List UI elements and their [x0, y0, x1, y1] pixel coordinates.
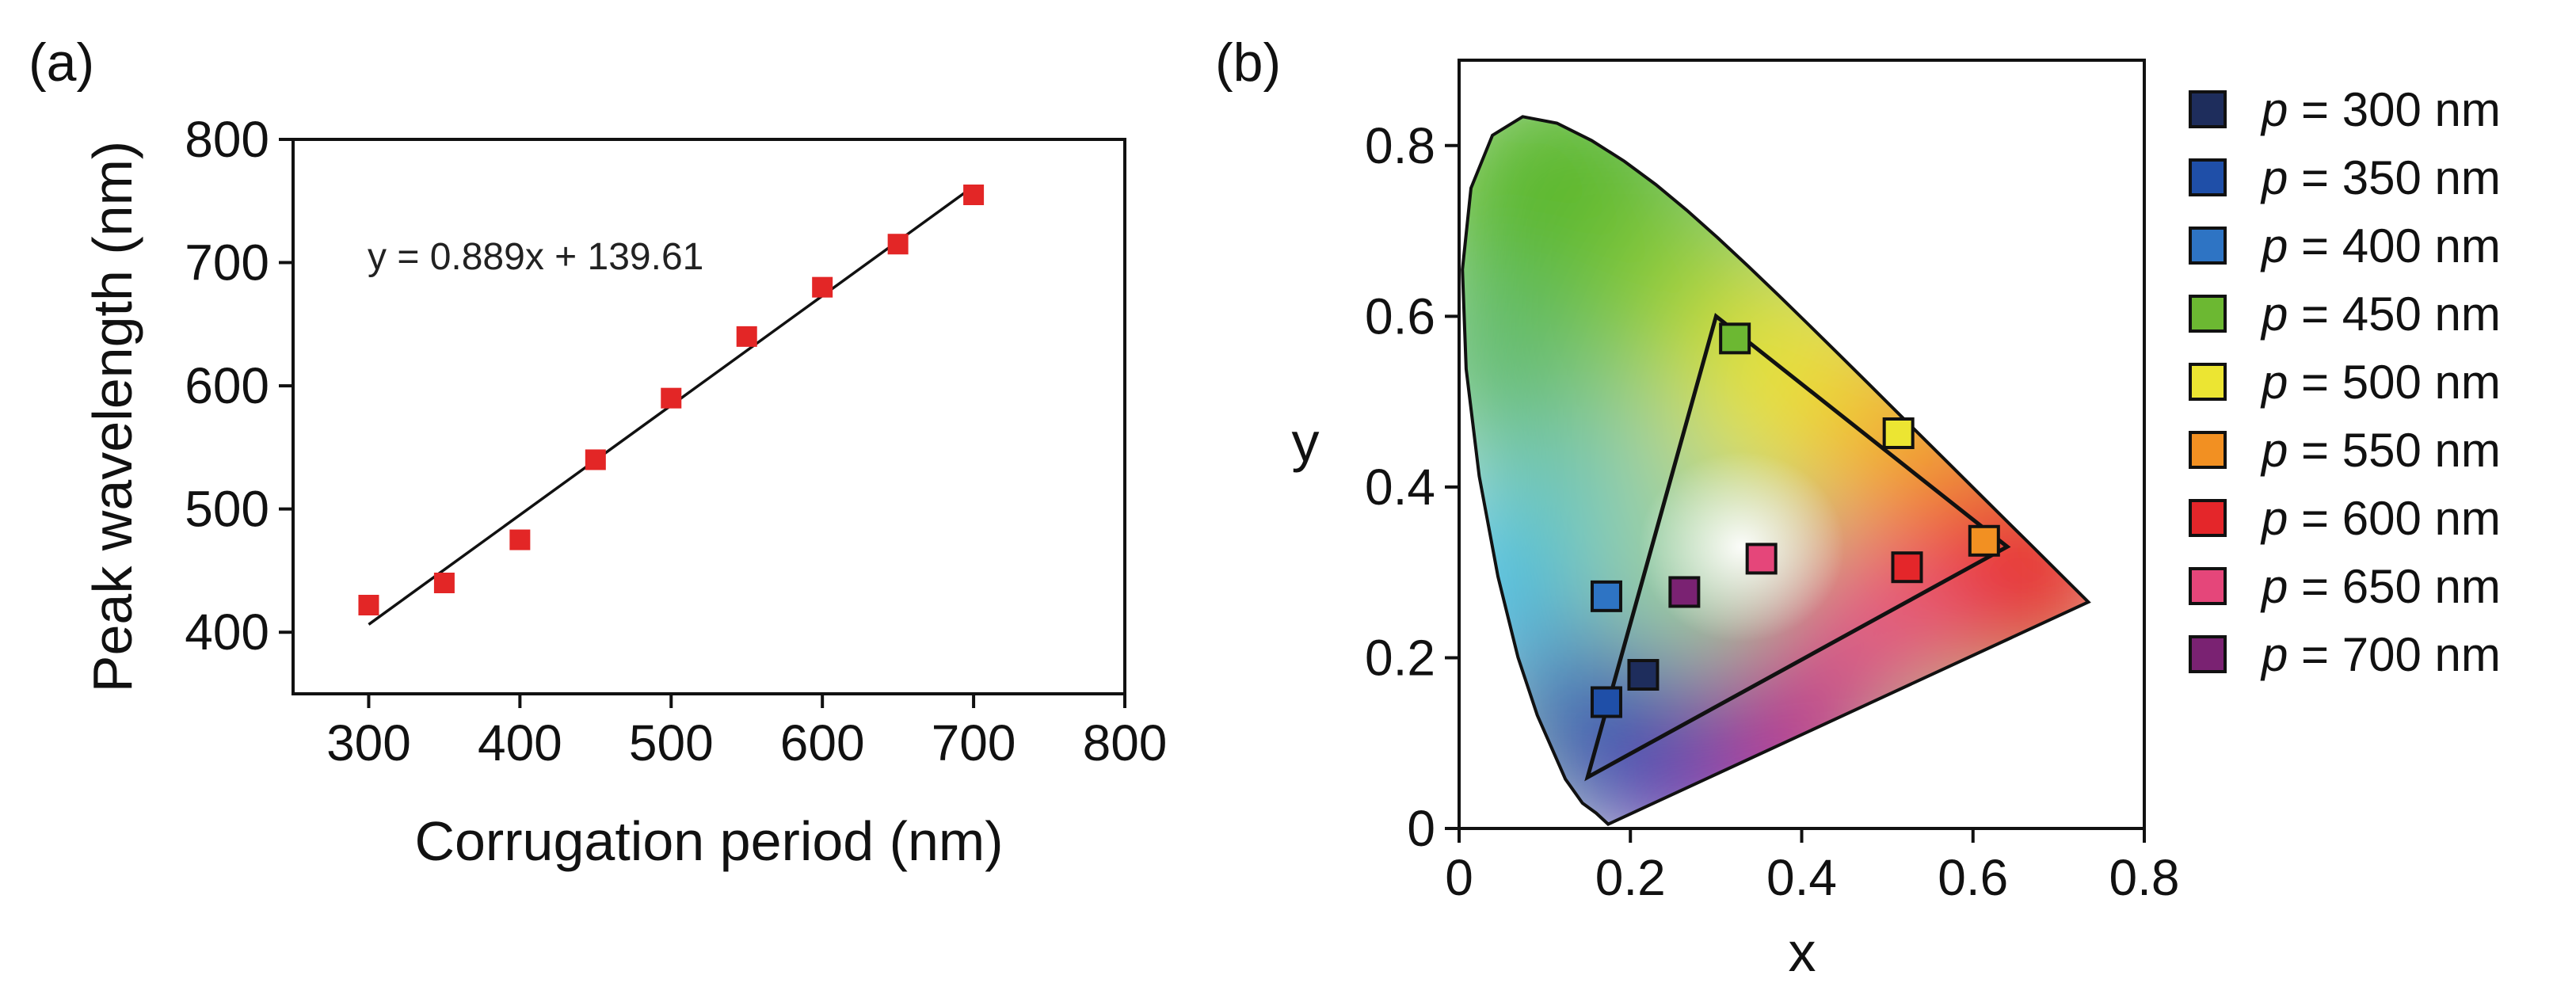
panel-a-plot-frame	[292, 138, 1126, 695]
legend: p = 300 nm p = 350 nm p = 400 nm p = 450 nm…	[2189, 83, 2501, 681]
panel-a-data-points	[358, 185, 985, 615]
y-tick-label: 0.4	[1365, 459, 1435, 516]
data-point-marker	[661, 387, 682, 409]
chromaticity-point-marker	[1590, 686, 1622, 718]
chromaticity-color-fill	[1462, 116, 2089, 825]
data-point-marker	[887, 234, 909, 255]
fit-equation: y = 0.889x + 139.61	[368, 236, 703, 278]
data-point-marker	[509, 529, 531, 550]
legend-entry-label: p = 450 nm	[2260, 288, 2501, 341]
chromaticity-point-marker	[1882, 417, 1915, 449]
spectral-locus-outline	[1461, 115, 2091, 826]
legend-swatch	[2189, 363, 2227, 401]
y-tick-label: 500	[185, 481, 269, 538]
legend-swatch	[2189, 227, 2227, 265]
chromaticity-point-marker	[1668, 576, 1701, 608]
legend-swatch	[2189, 499, 2227, 537]
chromaticity-point-marker	[1891, 551, 1923, 584]
x-tick-label: 400	[478, 714, 562, 771]
chromaticity-point-marker	[1590, 580, 1622, 612]
legend-swatch	[2189, 158, 2227, 196]
legend-swatch	[2189, 295, 2227, 333]
panel-b-y-axis-label: y	[1292, 411, 1320, 473]
panel-b-axes: 0 0.2 0.4 0.6 0.8 0 0.2 0.4 0.6 0.8	[1365, 117, 2179, 906]
legend-entry-label: p = 400 nm	[2260, 219, 2501, 272]
legend-entry-label: p = 350 nm	[2260, 151, 2501, 204]
x-tick-label: 0.8	[2109, 849, 2180, 906]
panel-b-label: (b)	[1215, 32, 1281, 93]
data-point-marker	[963, 185, 985, 205]
y-tick-label: 600	[185, 357, 269, 414]
data-point-marker	[585, 449, 606, 470]
panel-b-chart: (b) 0 0.2 0.4 0.6 0.8 0 0.2 0.4 0.6 0.8 x y p = 3…	[1215, 32, 2501, 983]
x-tick-label: 500	[629, 714, 714, 771]
x-tick-label: 0.2	[1595, 849, 1666, 906]
legend-entry-label: p = 600 nm	[2260, 492, 2501, 545]
y-tick-label: 0	[1407, 800, 1435, 857]
chromaticity-point-marker	[1745, 543, 1778, 575]
y-tick-label: 0.6	[1365, 288, 1435, 345]
legend-entry-label: p = 500 nm	[2260, 356, 2501, 409]
x-tick-label: 700	[932, 714, 1016, 771]
data-point-marker	[433, 573, 455, 593]
legend-entry-label: p = 650 nm	[2260, 560, 2501, 613]
y-tick-label: 800	[185, 111, 269, 168]
x-tick-label: 300	[326, 714, 411, 771]
x-tick-label: 600	[780, 714, 865, 771]
panel-a-y-axis-label: Peak wavelength (nm)	[82, 141, 143, 692]
y-tick-label: 400	[185, 604, 269, 661]
y-tick-label: 0.2	[1365, 629, 1435, 686]
chromaticity-point-marker	[1627, 659, 1660, 691]
legend-swatch	[2189, 567, 2227, 605]
y-tick-label: 700	[185, 234, 269, 291]
panel-a-chart: (a) 300 400 500 600 700 800 400 500 600 700 800 Co…	[29, 32, 1167, 872]
panel-b-data-points	[1590, 322, 2000, 718]
data-point-marker	[358, 595, 379, 615]
legend-swatch	[2189, 431, 2227, 469]
legend-entry-label: p = 550 nm	[2260, 424, 2501, 477]
x-tick-label: 800	[1083, 714, 1168, 771]
panel-a-axes: 300 400 500 600 700 800 400 500 600 700 800	[185, 111, 1167, 771]
gamut-triangle	[1584, 313, 2011, 782]
legend-swatch	[2189, 90, 2227, 128]
x-tick-label: 0.4	[1766, 849, 1837, 906]
panel-a-label: (a)	[29, 32, 94, 93]
panel-b-x-axis-label: x	[1789, 921, 1816, 983]
legend-entry-label: p = 700 nm	[2260, 628, 2501, 681]
chromaticity-point-marker	[1719, 322, 1751, 355]
panel-a-x-axis-label: Corrugation period (nm)	[414, 810, 1003, 872]
x-tick-label: 0.6	[1938, 849, 2008, 906]
x-tick-label: 0	[1445, 849, 1473, 906]
legend-swatch	[2189, 635, 2227, 673]
chromaticity-point-marker	[1968, 524, 2000, 557]
y-tick-label: 0.8	[1365, 117, 1435, 174]
data-point-marker	[812, 276, 833, 298]
data-point-marker	[736, 326, 757, 347]
legend-entry-label: p = 300 nm	[2260, 83, 2501, 136]
